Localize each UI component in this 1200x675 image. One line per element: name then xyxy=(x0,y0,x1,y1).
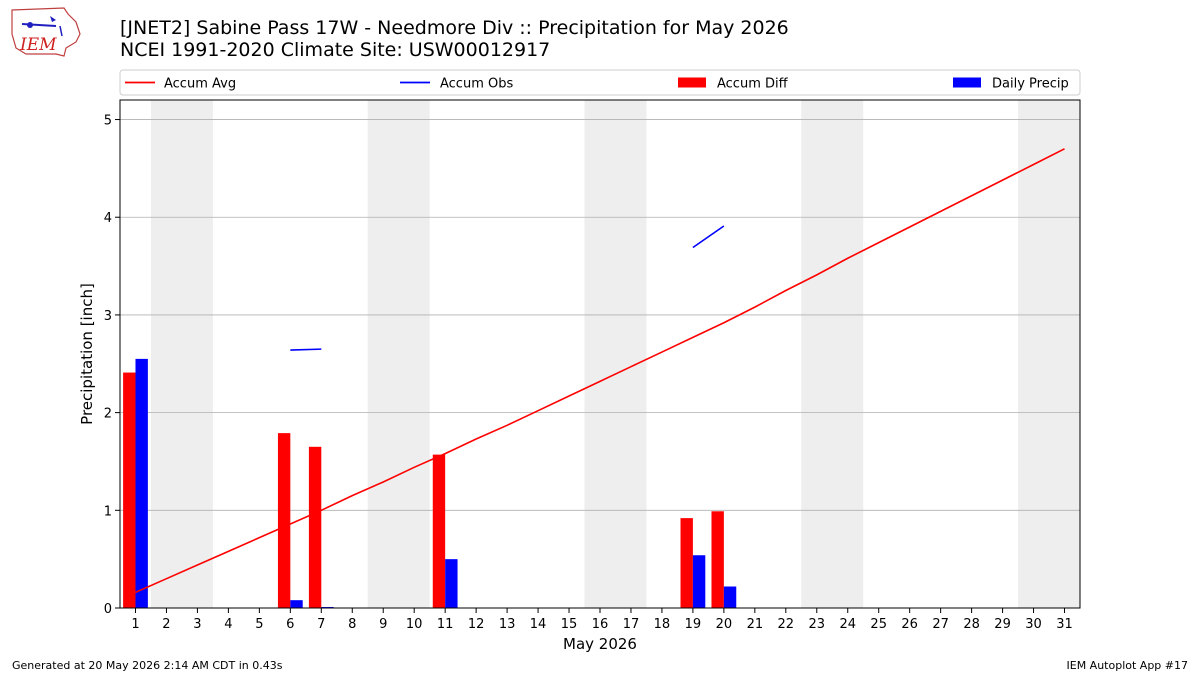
x-tick-label-18: 18 xyxy=(654,617,671,632)
daily-precip-bar-day-1 xyxy=(135,358,148,608)
app-credit: IEM Autoplot App #17 xyxy=(1066,659,1189,672)
x-tick-label-15: 15 xyxy=(561,617,578,632)
x-tick-label-31: 31 xyxy=(1056,617,1073,632)
accum-diff-bar-day-1 xyxy=(123,372,136,608)
x-tick-label-24: 24 xyxy=(839,617,856,632)
legend-swatch-accum-diff xyxy=(678,77,706,88)
x-tick-label-7: 7 xyxy=(317,617,325,632)
daily-precip-bar-day-20 xyxy=(723,586,737,608)
accum-diff-bar-day-7 xyxy=(308,446,322,608)
legend-label-accum-diff: Accum Diff xyxy=(717,77,789,92)
x-tick-label-3: 3 xyxy=(193,617,201,632)
x-tick-label-29: 29 xyxy=(994,617,1011,632)
accum-obs-segment-2 xyxy=(692,225,725,249)
legend-label-accum-obs: Accum Obs xyxy=(440,77,513,92)
x-tick-label-10: 10 xyxy=(406,617,423,632)
y-axis-ticks: 0 1 2 3 4 5 xyxy=(104,114,120,617)
weekend-band-2 xyxy=(367,100,430,608)
x-tick-label-6: 6 xyxy=(286,617,294,632)
weekend-band-3 xyxy=(584,100,647,608)
legend-label-accum-avg: Accum Avg xyxy=(164,77,236,92)
x-tick-label-27: 27 xyxy=(932,617,949,632)
x-tick-label-16: 16 xyxy=(592,617,609,632)
x-tick-label-8: 8 xyxy=(348,617,356,632)
x-tick-label-13: 13 xyxy=(499,617,516,632)
legend-label-daily-precip: Daily Precip xyxy=(992,77,1069,92)
line-series xyxy=(135,148,1065,594)
chart-subtitle: NCEI 1991-2020 Climate Site: USW00012917 xyxy=(120,39,551,61)
y-tick-label-5: 5 xyxy=(104,114,112,129)
x-tick-label-12: 12 xyxy=(468,617,485,632)
accum-diff-bar-day-6 xyxy=(277,433,291,608)
iem-logo-text: IEM xyxy=(19,35,57,55)
accum-avg-line xyxy=(135,148,1065,594)
x-tick-label-28: 28 xyxy=(963,617,980,632)
x-tick-label-22: 22 xyxy=(778,617,795,632)
y-tick-label-0: 0 xyxy=(104,602,112,617)
legend: Accum Avg Accum Obs Accum Diff Daily Precip xyxy=(119,69,1081,96)
weekend-band-5 xyxy=(1018,100,1080,608)
x-axis-ticks: 1 2 3 4 5 6 7 8 9 10 11 12 13 14 15 16 17 18 19 20 21 22 23 24 2… xyxy=(131,608,1073,632)
x-tick-label-1: 1 xyxy=(131,617,139,632)
x-tick-label-17: 17 xyxy=(623,617,640,632)
x-tick-label-21: 21 xyxy=(747,617,764,632)
bar-series xyxy=(123,358,737,608)
x-tick-label-30: 30 xyxy=(1025,617,1042,632)
daily-precip-bar-day-6 xyxy=(290,600,303,608)
weekend-band-1 xyxy=(150,100,213,608)
y-tick-label-3: 3 xyxy=(104,309,112,324)
legend-frame xyxy=(119,69,1081,96)
x-tick-label-9: 9 xyxy=(379,617,387,632)
generated-timestamp: Generated at 20 May 2026 2:14 AM CDT in … xyxy=(12,659,283,672)
x-tick-label-23: 23 xyxy=(809,617,826,632)
y-tick-label-2: 2 xyxy=(104,407,112,422)
x-tick-label-26: 26 xyxy=(901,617,918,632)
weekend-band-4 xyxy=(801,100,864,608)
x-tick-label-2: 2 xyxy=(162,617,170,632)
chart-title: [JNET2] Sabine Pass 17W - Needmore Div :… xyxy=(120,17,789,39)
accum-diff-bar-day-11 xyxy=(432,454,446,608)
y-tick-label-1: 1 xyxy=(104,504,112,519)
x-tick-label-20: 20 xyxy=(716,617,733,632)
legend-swatch-daily-precip xyxy=(953,77,981,88)
x-tick-label-5: 5 xyxy=(255,617,263,632)
iem-logo: IEM xyxy=(11,7,81,57)
daily-precip-bar-day-19 xyxy=(692,555,706,608)
y-axis-label: Precipitation [inch] xyxy=(78,283,96,425)
x-tick-label-14: 14 xyxy=(530,617,547,632)
accum-diff-bar-day-19 xyxy=(680,518,693,608)
x-tick-label-19: 19 xyxy=(685,617,702,632)
accum-obs-segment-1 xyxy=(290,348,322,351)
x-tick-label-25: 25 xyxy=(870,617,887,632)
x-tick-label-11: 11 xyxy=(437,617,454,632)
accum-diff-bar-day-20 xyxy=(711,511,724,608)
weekend-bands xyxy=(150,100,1080,608)
x-tick-label-4: 4 xyxy=(224,617,232,632)
y-tick-label-4: 4 xyxy=(104,211,112,226)
daily-precip-bar-day-11 xyxy=(445,559,458,608)
x-axis-label: May 2026 xyxy=(563,635,637,653)
